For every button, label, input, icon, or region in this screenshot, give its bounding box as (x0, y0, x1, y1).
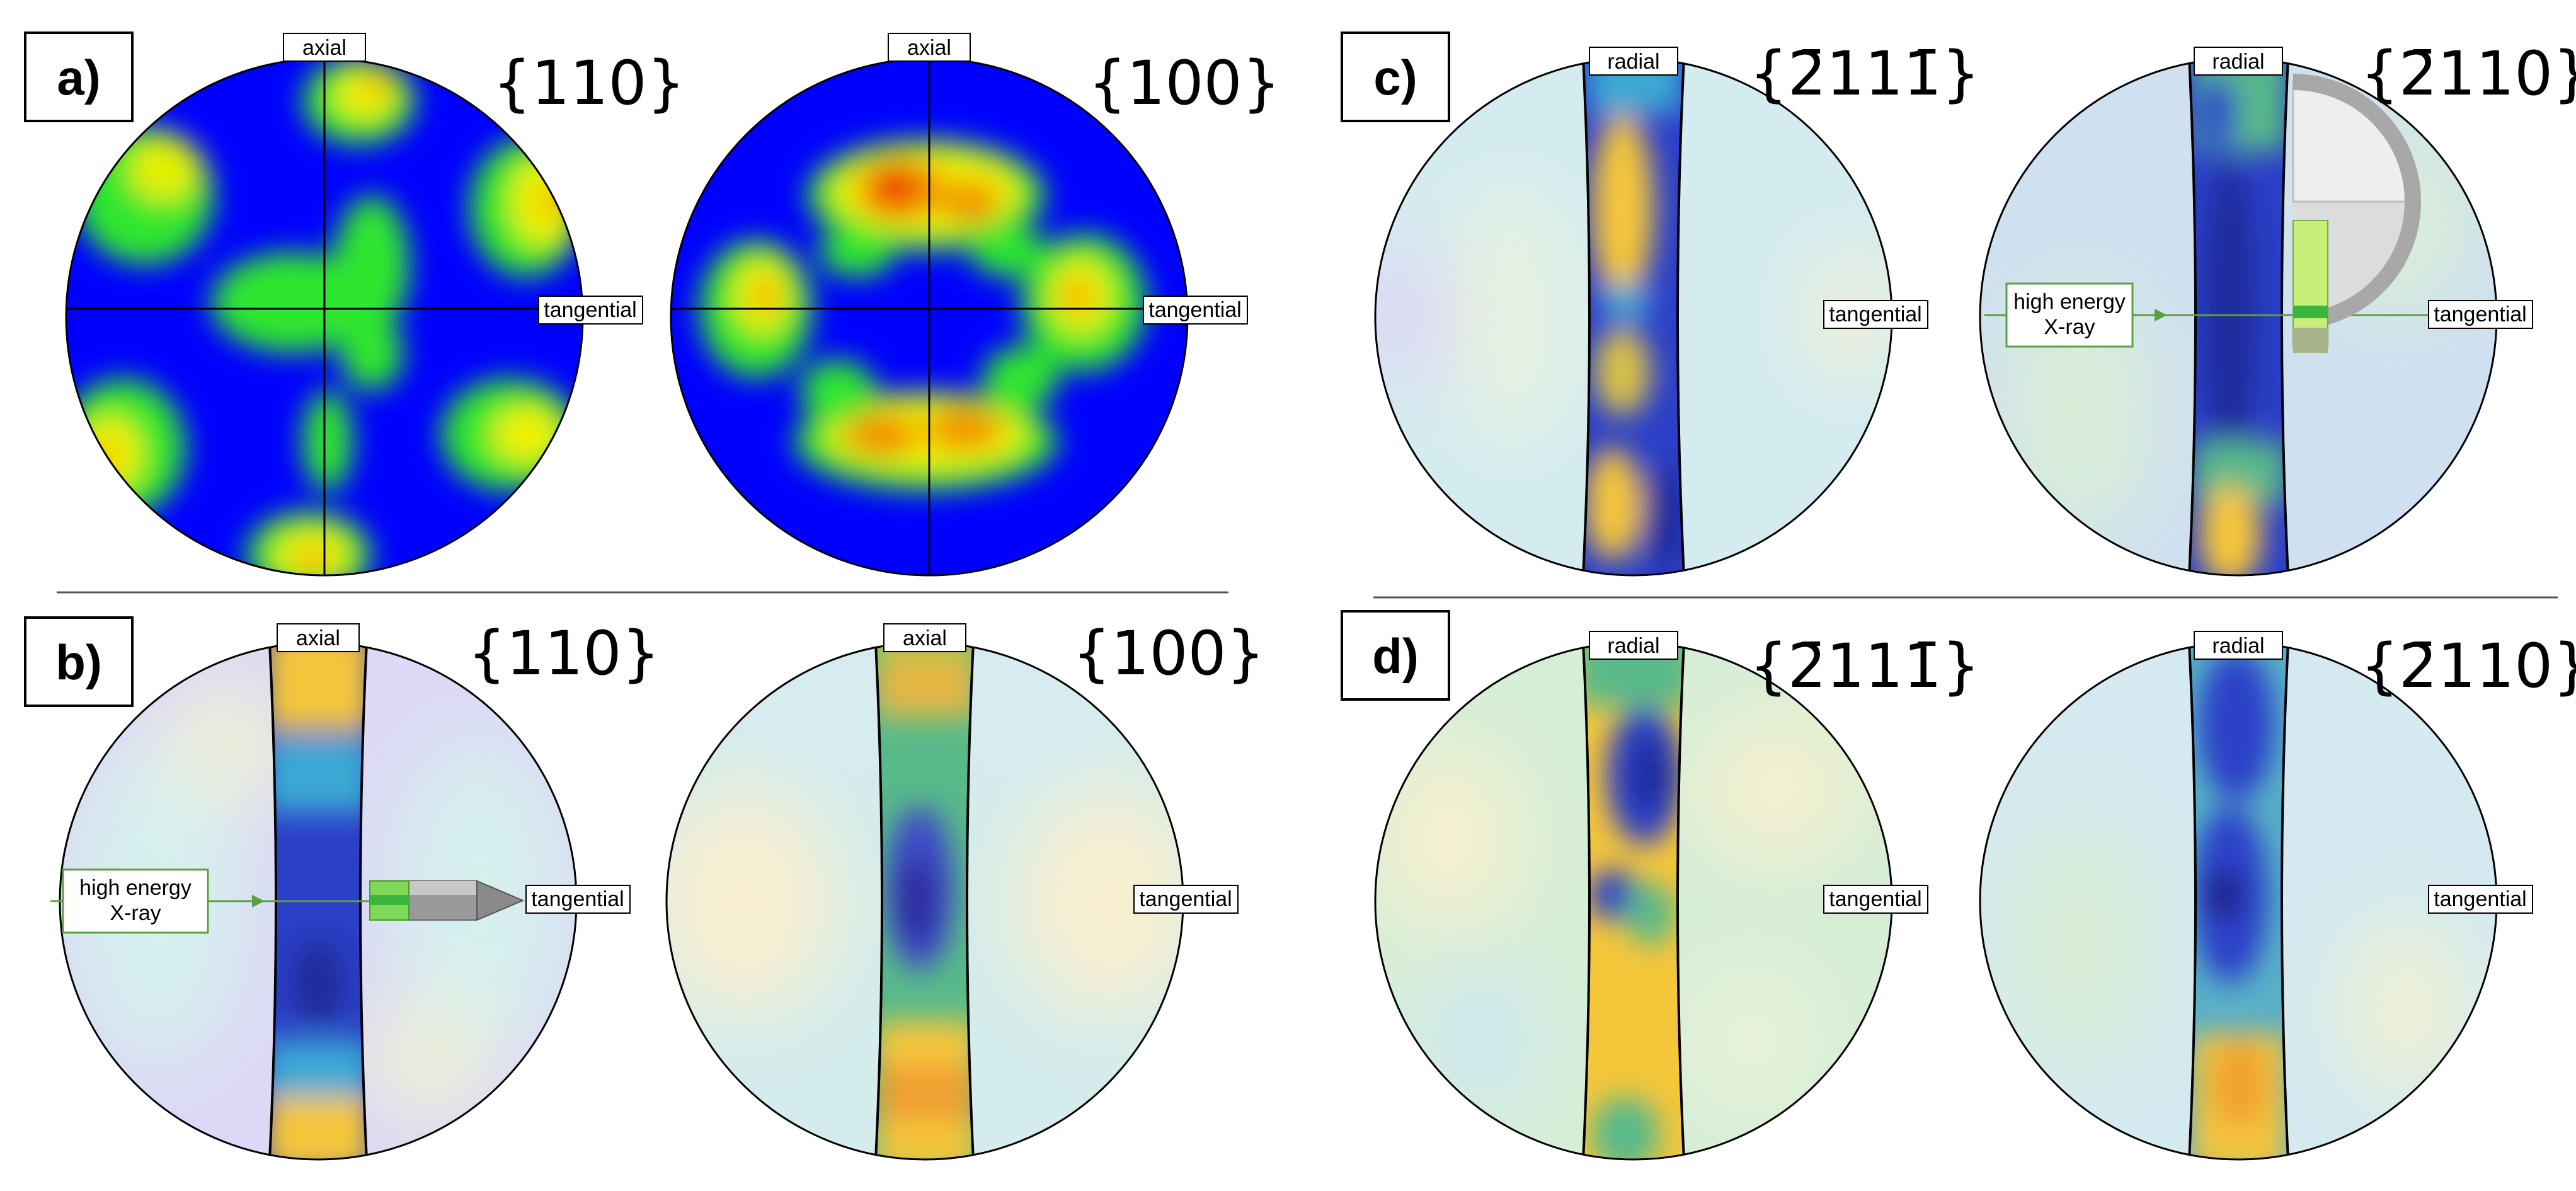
axis-label-axial: axial (907, 36, 951, 60)
panel-label-a: a) (57, 50, 100, 105)
plane-title: {2̄110} (2361, 38, 2576, 109)
axis-label-radial: radial (1607, 634, 1659, 658)
panel-c: high energy X-ray c) radial radial tange… (1341, 32, 2576, 577)
plane-title: {110} (467, 618, 660, 689)
axis-label-tangential: tangential (544, 298, 636, 322)
axis-label-tangential: tangential (2434, 302, 2526, 326)
xray-label-line1: high energy (2013, 290, 2126, 314)
axis-label-axial: axial (903, 626, 947, 650)
panel-label-c: c) (1373, 50, 1417, 105)
xray-beam: high energy X-ray (1984, 282, 2495, 348)
axis-label-radial: radial (2212, 50, 2264, 74)
sample-rod (369, 880, 525, 921)
plane-title: {2̄110} (2361, 631, 2576, 701)
plane-title: {2̄111̄} (1749, 38, 1980, 109)
pole-figure-d-left (1375, 643, 1892, 1159)
plane-title: {2̄111̄} (1749, 631, 1980, 701)
axis-label-tangential: tangential (2434, 887, 2526, 911)
axis-label-tangential: tangential (1829, 887, 1921, 911)
plane-title: {110} (493, 48, 685, 118)
pole-figure-b-100 (667, 643, 1183, 1159)
xray-label-line1: high energy (79, 876, 192, 900)
pole-figure-a-100 (671, 59, 1188, 575)
plane-title: {100} (1088, 48, 1280, 118)
axis-label-radial: radial (2212, 634, 2264, 658)
axis-label-radial: radial (1607, 50, 1659, 74)
sample-half-disc (2292, 74, 2422, 353)
plane-title: {100} (1072, 618, 1264, 689)
axis-label-axial: axial (296, 626, 340, 650)
pole-figure-c-left (1375, 59, 1892, 575)
axis-label-tangential: tangential (1829, 302, 1921, 326)
axis-label-tangential: tangential (1139, 887, 1232, 911)
panel-label-d: d) (1372, 628, 1419, 684)
panel-b: high energy X-ray (24, 616, 1265, 1161)
axis-label-tangential: tangential (531, 887, 624, 911)
axis-label-tangential: tangential (1148, 298, 1241, 322)
panel-d: d) radial radial tangential tangential {… (1341, 610, 2576, 1161)
pole-figure-d-right (1980, 643, 2497, 1159)
panel-a: a) axial axial tangential tangential {11… (24, 32, 1281, 577)
panel-label-b: b) (55, 635, 102, 690)
xray-beam: high energy X-ray (50, 868, 372, 934)
xray-label-line2: X-ray (2044, 315, 2095, 339)
axis-label-axial: axial (302, 36, 346, 60)
xray-label-line2: X-ray (110, 901, 161, 925)
